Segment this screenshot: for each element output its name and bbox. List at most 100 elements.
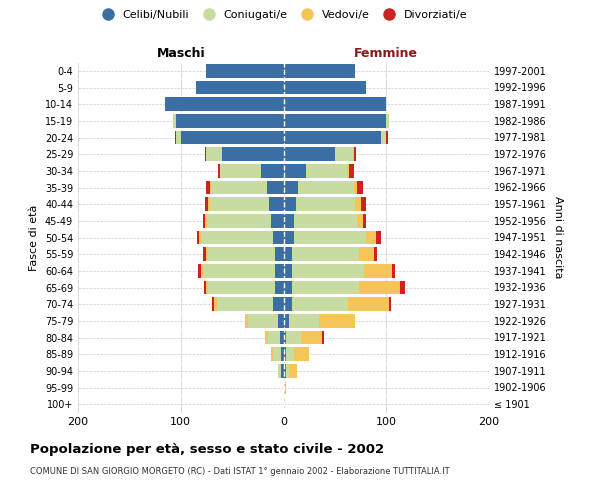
Bar <box>349 164 355 177</box>
Bar <box>284 130 381 144</box>
Bar <box>376 230 381 244</box>
Bar <box>205 214 208 228</box>
Bar <box>359 248 374 261</box>
Bar <box>220 164 261 177</box>
Bar <box>269 198 284 211</box>
Bar <box>284 364 286 378</box>
Bar <box>267 180 284 194</box>
Y-axis label: Anni di nascita: Anni di nascita <box>553 196 563 278</box>
Bar <box>278 314 284 328</box>
Bar <box>211 180 267 194</box>
Bar <box>286 348 294 361</box>
Bar <box>386 130 388 144</box>
Bar <box>284 214 294 228</box>
Bar <box>166 98 284 111</box>
Bar <box>284 80 366 94</box>
Bar <box>292 280 359 294</box>
Bar <box>208 198 209 211</box>
Bar <box>208 214 271 228</box>
Bar <box>281 364 284 378</box>
Bar <box>209 198 269 211</box>
Bar <box>206 180 209 194</box>
Bar <box>301 330 322 344</box>
Bar <box>294 214 358 228</box>
Bar <box>353 148 355 161</box>
Bar <box>208 280 275 294</box>
Bar <box>281 348 284 361</box>
Bar <box>212 298 214 311</box>
Bar <box>361 198 366 211</box>
Bar <box>292 264 364 278</box>
Bar <box>284 64 355 78</box>
Bar <box>218 164 220 177</box>
Bar <box>206 280 208 294</box>
Bar <box>294 230 366 244</box>
Bar <box>284 248 292 261</box>
Bar <box>374 248 377 261</box>
Bar <box>389 298 391 311</box>
Text: Popolazione per età, sesso e stato civile - 2002: Popolazione per età, sesso e stato civil… <box>30 442 384 456</box>
Bar <box>292 298 348 311</box>
Bar <box>268 330 280 344</box>
Bar <box>284 164 306 177</box>
Bar <box>335 148 353 161</box>
Bar <box>222 148 284 161</box>
Bar <box>206 248 208 261</box>
Bar <box>284 264 292 278</box>
Bar <box>176 114 284 128</box>
Bar <box>284 380 286 394</box>
Bar <box>381 130 386 144</box>
Bar <box>284 330 286 344</box>
Bar <box>197 230 199 244</box>
Bar <box>296 198 355 211</box>
Bar <box>355 180 358 194</box>
Text: COMUNE DI SAN GIORGIO MORGETO (RC) - Dati ISTAT 1° gennaio 2002 - Elaborazione T: COMUNE DI SAN GIORGIO MORGETO (RC) - Dat… <box>30 468 449 476</box>
Bar <box>366 230 376 244</box>
Bar <box>205 280 206 294</box>
Bar <box>358 214 362 228</box>
Bar <box>284 298 292 311</box>
Bar <box>298 180 355 194</box>
Bar <box>173 114 176 128</box>
Bar <box>364 264 392 278</box>
Bar <box>205 198 208 211</box>
Bar <box>273 348 281 361</box>
Bar <box>202 264 203 278</box>
Bar <box>284 198 296 211</box>
Bar <box>284 230 294 244</box>
Bar <box>275 264 284 278</box>
Bar <box>176 130 181 144</box>
Bar <box>306 164 347 177</box>
Bar <box>275 248 284 261</box>
Bar <box>209 180 211 194</box>
Bar <box>284 314 289 328</box>
Bar <box>347 164 349 177</box>
Bar <box>358 180 362 194</box>
Bar <box>284 180 298 194</box>
Bar <box>286 330 301 344</box>
Bar <box>203 214 205 228</box>
Bar <box>386 114 389 128</box>
Bar <box>284 148 335 161</box>
Bar <box>273 298 284 311</box>
Bar <box>359 280 400 294</box>
Bar <box>280 330 284 344</box>
Bar <box>284 98 386 111</box>
Bar <box>294 348 309 361</box>
Bar <box>199 230 202 244</box>
Bar <box>284 348 286 361</box>
Bar <box>205 148 206 161</box>
Bar <box>196 80 284 94</box>
Bar <box>284 280 292 294</box>
Bar <box>248 314 278 328</box>
Bar <box>284 114 386 128</box>
Bar <box>362 214 366 228</box>
Bar <box>203 264 275 278</box>
Bar <box>206 64 284 78</box>
Bar <box>289 364 297 378</box>
Text: Maschi: Maschi <box>157 47 205 60</box>
Bar <box>322 330 323 344</box>
Bar <box>400 280 405 294</box>
Bar <box>289 314 319 328</box>
Bar <box>265 330 268 344</box>
